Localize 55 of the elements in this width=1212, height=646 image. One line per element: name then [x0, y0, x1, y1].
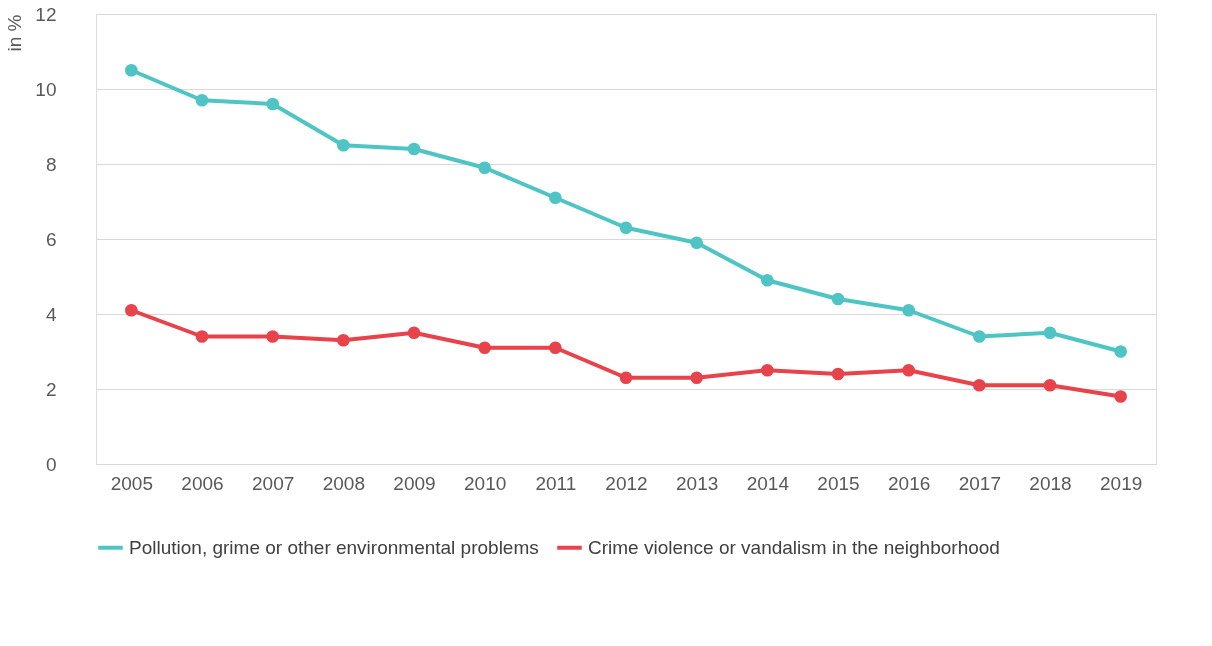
point [266, 330, 279, 343]
y-axis-title: in % [4, 14, 26, 52]
point [337, 333, 350, 347]
legend-label: Pollution, grime or other environmental problems [129, 536, 539, 558]
x-tick-label: 2008 [322, 472, 365, 494]
y-tick-label: 8 [45, 153, 57, 175]
point [831, 367, 845, 381]
point [195, 93, 209, 107]
legend-label: Crime violence or vandalism in the neighborhood [588, 536, 1000, 558]
point [125, 303, 138, 317]
y-tick-label: 10 [35, 78, 57, 100]
point [266, 97, 279, 111]
point [619, 371, 633, 385]
point [761, 363, 774, 377]
y-tick-label: 12 [35, 3, 57, 25]
x-tick-label: 2015 [817, 472, 860, 494]
y-tick-label: 2 [45, 378, 57, 400]
x-tick-label: 2010 [464, 472, 507, 494]
x-tick-label: 2007 [252, 472, 295, 494]
point [973, 378, 986, 392]
x-tick-label: 2006 [181, 472, 224, 494]
x-tick-label: 2009 [393, 472, 436, 494]
x-tick-label: 2016 [888, 472, 931, 494]
point [690, 371, 703, 385]
point [1043, 326, 1057, 340]
x-tick-label: 2013 [676, 472, 719, 494]
y-tick-label: 6 [45, 228, 57, 250]
y-tick-label: 0 [45, 453, 57, 475]
x-tick-label: 2018 [1029, 472, 1072, 494]
point [761, 273, 774, 287]
point [195, 330, 209, 343]
point [478, 161, 491, 175]
point [478, 341, 491, 355]
point [831, 292, 845, 306]
point [125, 63, 138, 77]
point [973, 330, 986, 343]
point [337, 138, 350, 152]
x-tick-label: 2014 [746, 472, 790, 494]
point [902, 363, 915, 377]
point [1114, 390, 1127, 403]
point [549, 341, 562, 355]
point [549, 191, 562, 205]
x-tick-label: 2011 [535, 472, 577, 494]
point [407, 142, 421, 156]
x-tick-label: 2019 [1100, 472, 1143, 494]
point [1043, 378, 1057, 392]
y-tick-label: 4 [45, 303, 57, 325]
point [1114, 345, 1127, 358]
point [902, 303, 915, 317]
x-tick-label: 2005 [110, 472, 153, 494]
point [619, 221, 633, 235]
point [690, 236, 703, 250]
x-tick-label: 2017 [958, 472, 1001, 494]
point [407, 326, 421, 340]
x-tick-label: 2012 [605, 472, 648, 494]
